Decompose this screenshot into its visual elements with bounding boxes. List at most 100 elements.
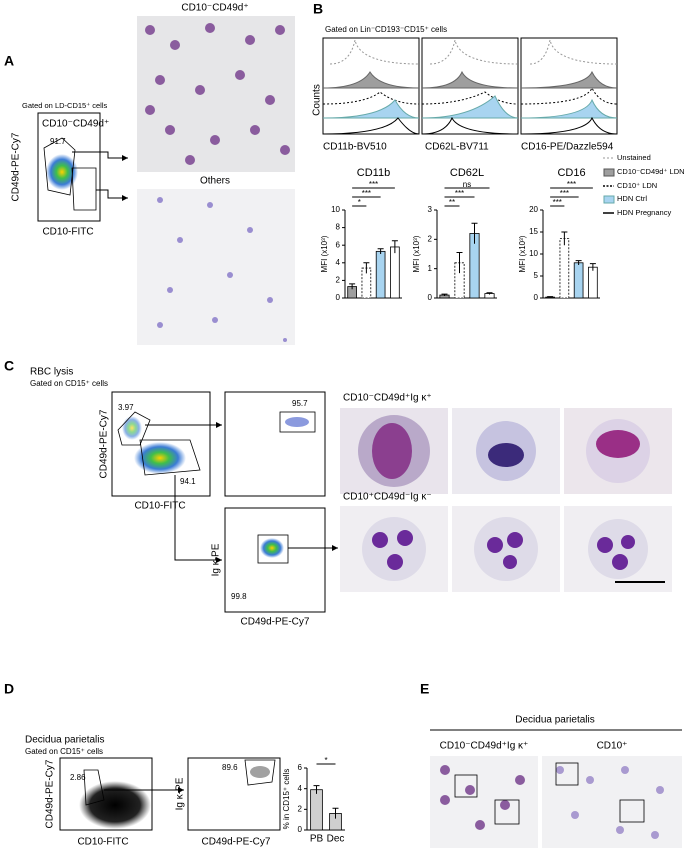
y-axis-label: Ig κ-PE — [211, 543, 222, 576]
gate-text: Gated on CD15⁺ cells — [30, 379, 108, 388]
percent: 89.6 — [222, 763, 238, 772]
y-tick-label: 2 — [298, 804, 303, 813]
arrow — [72, 151, 128, 159]
gate-text: Gated on CD15⁺ cells — [25, 747, 103, 756]
significance-label: ** — [449, 198, 455, 207]
density — [46, 154, 78, 190]
cells — [157, 197, 287, 342]
panel-title: Decidua parietalis — [25, 735, 105, 746]
legend-label: CD10⁺ LDN — [617, 181, 657, 190]
gate-text: Gated on LD-CD15⁺ cells — [22, 101, 107, 110]
y-tick-label: 6 — [336, 240, 341, 249]
panel-letter: D — [4, 681, 14, 697]
column-title: CD10⁻CD49d⁺Ig κ⁺ — [440, 741, 529, 752]
y-axis-label: CD49d-PE-Cy7 — [45, 759, 56, 828]
x-tick-label: Dec — [327, 834, 345, 845]
y-tick-label: 4 — [336, 258, 341, 267]
y-tick-label: 5 — [534, 271, 539, 280]
gate-shape — [257, 534, 289, 564]
column-title: CD10⁺ — [597, 741, 628, 752]
percent: 3.97 — [118, 403, 134, 412]
error-bar — [332, 807, 339, 819]
micrographs — [430, 756, 682, 848]
chart-title: CD11b — [357, 167, 390, 179]
x-axis-label: CD49d-PE-Cy7 — [202, 837, 271, 848]
significance-label: *** — [455, 189, 464, 198]
y-tick-label: 8 — [336, 223, 341, 232]
error-bar — [363, 262, 370, 274]
y-axis-label: MFI (x10³) — [518, 235, 527, 272]
flow-plot — [224, 391, 326, 497]
error-bar — [349, 283, 356, 290]
gate-shape — [279, 411, 316, 433]
legend-label: HDN Ctrl — [617, 194, 647, 203]
gate-label: CD10⁻CD49d⁺ — [42, 119, 109, 130]
arrow-head — [122, 155, 128, 161]
arrow-head — [216, 422, 222, 428]
legend — [603, 157, 615, 214]
significance-label: *** — [567, 180, 576, 189]
percent: 99.8 — [231, 592, 247, 601]
arrow-head — [122, 195, 128, 201]
panel-letter: B — [313, 1, 323, 17]
significance-label: *** — [560, 189, 569, 198]
error-bar — [486, 292, 493, 295]
y-axis-label: CD49d-PE-Cy7 — [11, 132, 22, 201]
y-axis-label: Ig κ-PE — [175, 777, 186, 810]
gate-shape — [71, 167, 97, 211]
arrow-head — [178, 787, 184, 793]
x-axis-label: CD11b-BV510 — [323, 142, 387, 153]
cells — [145, 23, 290, 165]
error-bar — [377, 248, 384, 254]
chart-title: CD16 — [557, 167, 585, 179]
bar — [390, 246, 400, 299]
gate-shape — [83, 769, 105, 806]
arrow — [96, 189, 128, 199]
image-title: CD10⁻CD49d⁺Ig κ⁺ — [343, 393, 432, 404]
bar — [588, 266, 598, 299]
significance-label: * — [324, 756, 327, 765]
y-tick-label: 3 — [428, 205, 433, 214]
chart-title: CD62L — [450, 167, 484, 179]
y-tick-label: 4 — [298, 784, 303, 793]
gate-text: Gated on Lin⁻CD193⁻CD15⁺ cells — [325, 25, 447, 34]
percent: 2.86 — [70, 773, 86, 782]
panel-letter: A — [4, 53, 14, 69]
y-tick-label: 15 — [529, 227, 538, 236]
bar — [310, 789, 323, 831]
density — [122, 416, 142, 440]
y-tick-label: 10 — [331, 205, 340, 214]
panel-letter: E — [420, 681, 429, 697]
y-tick-label: 0 — [428, 293, 433, 302]
y-tick-label: 0 — [336, 293, 341, 302]
legend-label: HDN Pregnancy — [617, 208, 671, 217]
cell-images — [340, 408, 672, 592]
bar — [375, 250, 386, 299]
panel-title: Decidua parietalis — [515, 715, 595, 726]
x-axis-label: CD10-FITC — [42, 227, 93, 238]
significance-label: *** — [362, 189, 371, 198]
y-tick-label: 10 — [529, 249, 538, 258]
y-axis-label: % in CD15⁺ cells — [282, 769, 291, 830]
y-axis-label: MFI (x10³) — [412, 235, 421, 272]
x-axis-label: CD10-FITC — [77, 837, 128, 848]
y-tick-label: 2 — [428, 234, 433, 243]
y-axis-label: MFI (x10³) — [320, 235, 329, 272]
histograms — [322, 37, 618, 135]
error-bar — [561, 231, 568, 246]
percent: 94.1 — [180, 477, 196, 486]
density — [260, 538, 284, 558]
gate-shape — [244, 759, 276, 786]
x-axis-label: CD16-PE/Dazzle594 — [521, 142, 614, 153]
significance-label: ns — [463, 180, 471, 189]
significance-label: * — [358, 198, 361, 207]
error-bar — [589, 263, 596, 271]
density — [134, 442, 186, 474]
bar — [559, 238, 570, 299]
error-bar — [313, 785, 320, 794]
gate-shape — [117, 411, 151, 446]
x-axis-label: CD62L-BV711 — [425, 142, 489, 153]
arrow-head — [332, 545, 338, 551]
gate-shape — [139, 439, 201, 476]
